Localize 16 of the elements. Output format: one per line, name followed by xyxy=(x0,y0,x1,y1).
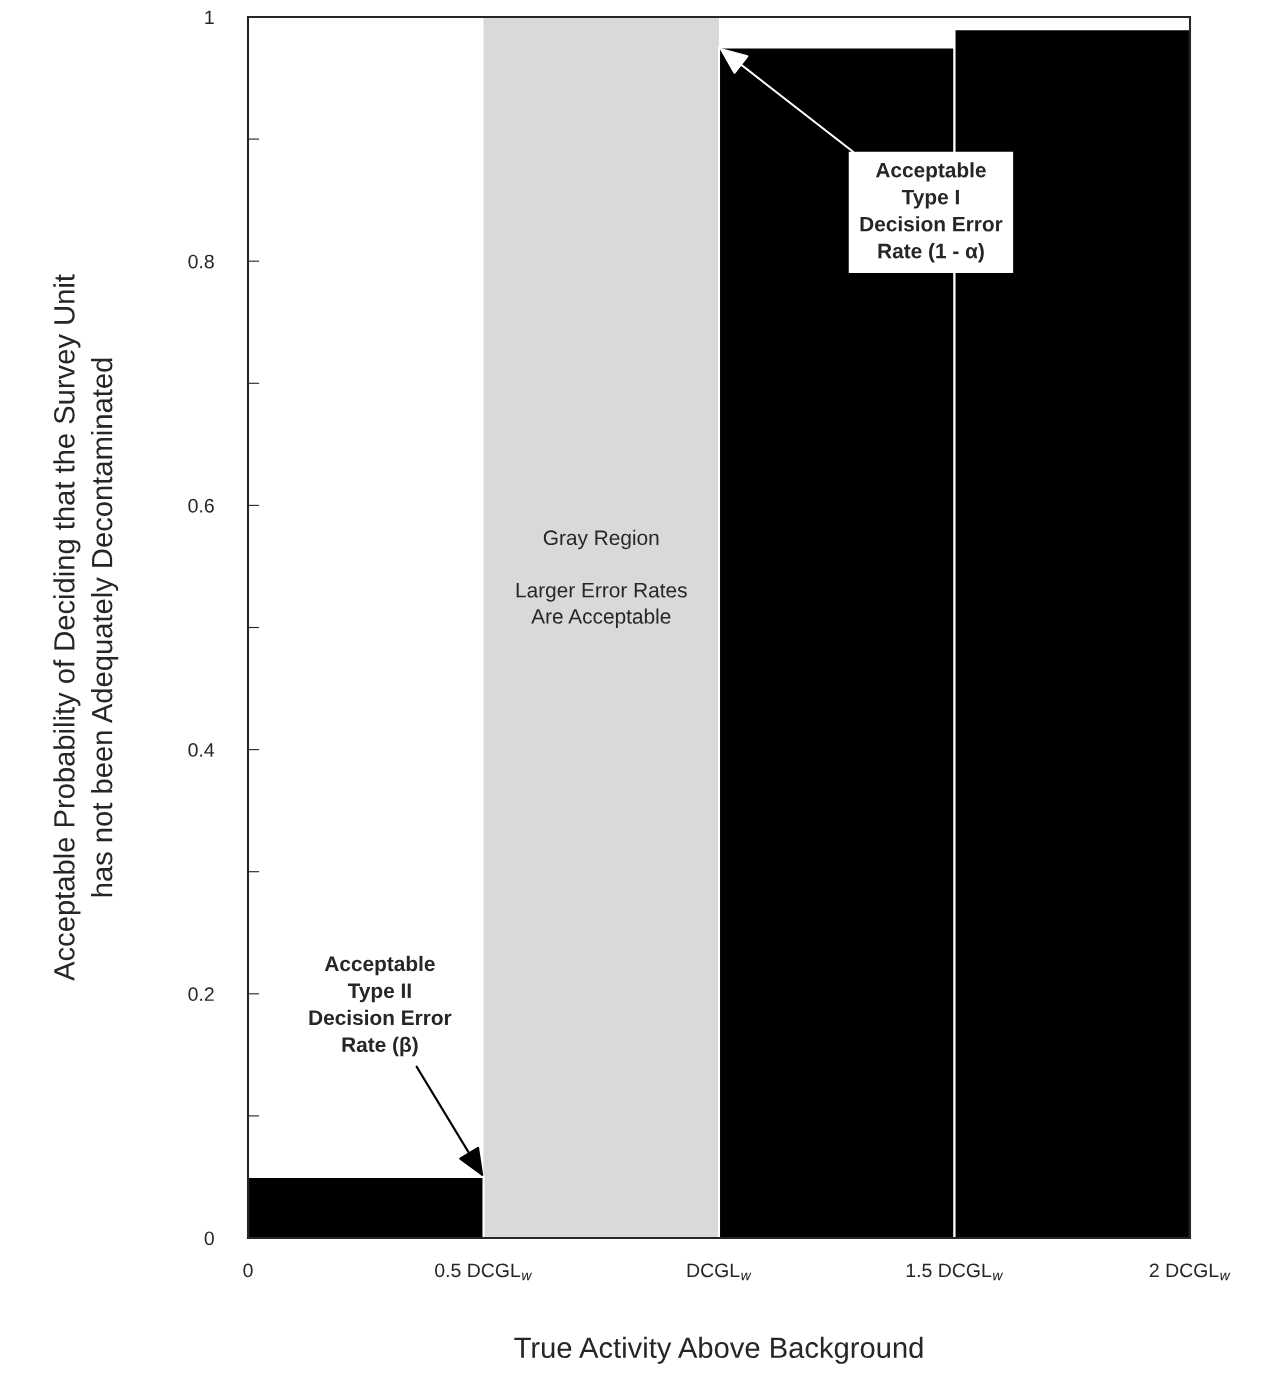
y-tick-label: 0 xyxy=(204,1231,214,1246)
y-tick-label: 1 xyxy=(205,10,214,25)
annotation: Acceptable Type II Decision Error Rate (β) xyxy=(309,955,452,1057)
x-tick-label: 2 DCGL$_{w}$ xyxy=(1149,1263,1231,1281)
y-tick-label: 0.2 xyxy=(188,987,214,1002)
text: Gray Region Larger Error Rates Are Acceptable xyxy=(516,529,687,628)
y-tick-label: 0.8 xyxy=(188,254,214,269)
x-tick-label: 1.5 DCGL$_{w}$ xyxy=(906,1263,1004,1281)
x-tick-label: DCGL$_{w}$ xyxy=(687,1263,752,1281)
x-axis-title: True Activity Above Background xyxy=(514,1336,923,1364)
x-tick-label: 0 xyxy=(243,1263,253,1278)
y-axis-title: Acceptable Probability of Deciding that the Survey Unit has not been Adequately Decontaminated xyxy=(53,274,119,981)
y-tick-label: 0.4 xyxy=(188,743,215,757)
x-tick-label: 0.5 DCGL$_{w}$ xyxy=(435,1263,533,1281)
y-tick-label: 0.6 xyxy=(188,498,214,513)
annotation: Acceptable Type I Decision Error Rate (1 - α) xyxy=(860,162,1003,263)
